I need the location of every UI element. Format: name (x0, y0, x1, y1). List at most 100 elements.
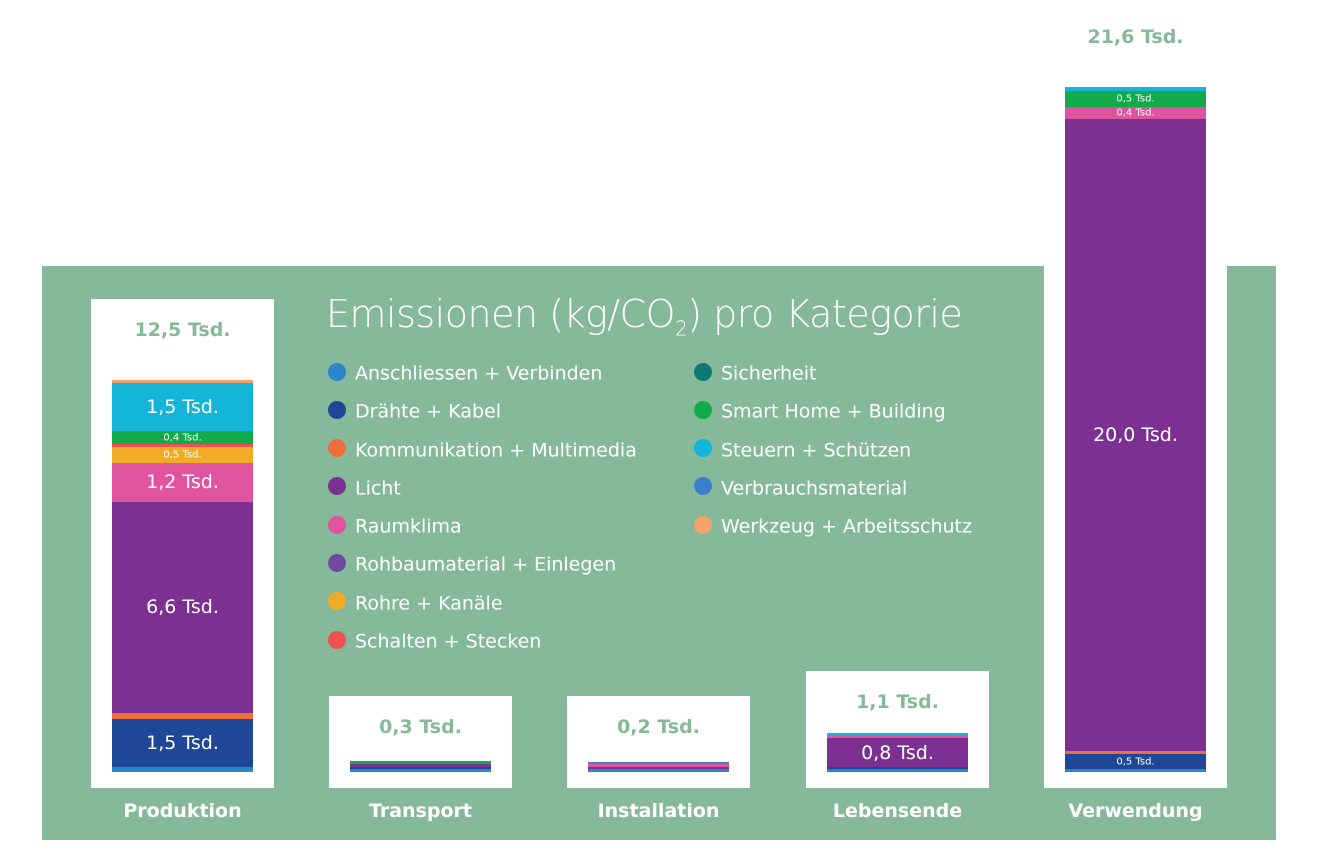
stacked-bar (350, 761, 491, 772)
total-label: 0,3 Tsd. (379, 716, 462, 738)
legend-label: Steuern + Schützen (721, 439, 912, 462)
category-label: Produktion (123, 800, 242, 822)
bar-segment (350, 766, 491, 770)
chart-title: Emissionen (kg/CO2) pro Kategorie (326, 292, 963, 341)
stacked-bar: 1,5 Tsd. 6,6 Tsd. 1,2 Tsd. 0,5 Tsd. 0,4 Tsd.… (112, 380, 253, 772)
bar-segment (588, 766, 729, 770)
stacked-bar: 0,5 Tsd. 20,0 Tsd. 0,4 Tsd. 0,5 Tsd. (1065, 86, 1206, 772)
legend-label: Raumklima (355, 515, 462, 538)
legend-swatch-icon (328, 553, 346, 572)
legend-item: Anschliessen + Verbinden (328, 362, 637, 400)
segment-label: 0,5 Tsd. (163, 449, 202, 461)
segment-label: 1,5 Tsd. (146, 396, 219, 419)
bar-card-produktion: 12,5 Tsd. 1,5 Tsd. 6,6 Tsd. 1,2 Tsd. 0,5 Tsd… (91, 299, 274, 788)
legend-item: Schalten + Stecken (328, 630, 637, 668)
bar-segment (1065, 86, 1206, 91)
bar-segment (112, 380, 253, 384)
bar-segment (112, 463, 253, 502)
bar-segment (112, 431, 253, 444)
legend-item: Sicherheit (694, 362, 972, 400)
legend-item: Steuern + Schützen (694, 439, 972, 477)
legend-item: Licht (328, 477, 637, 515)
segment-label: 6,6 Tsd. (146, 596, 219, 619)
bar-card-transport: 0,3 Tsd. (329, 696, 512, 788)
bar-segment (350, 769, 491, 772)
category-label: Verwendung (1068, 800, 1203, 822)
total-label: 21,6 Tsd. (1087, 26, 1184, 48)
legend-item: Kommunikation + Multimedia (328, 439, 637, 477)
legend-swatch-icon (328, 630, 346, 649)
segment-label: 0,4 Tsd. (163, 432, 202, 444)
total-label: 0,2 Tsd. (617, 716, 700, 738)
legend-label: Drähte + Kabel (355, 400, 502, 423)
bar-segment (1065, 106, 1206, 120)
bar-segment (827, 738, 968, 767)
legend-label: Anschliessen + Verbinden (355, 362, 603, 385)
legend-label: Verbrauchsmaterial (721, 477, 908, 500)
legend-column: Sicherheit Smart Home + Building Steuern +… (694, 362, 972, 553)
bar-card-lebensende: 1,1 Tsd. 0,8 Tsd. (806, 671, 989, 788)
legend-label: Kommunikation + Multimedia (355, 439, 637, 462)
legend-label: Rohre + Kanäle (355, 592, 503, 615)
segment-label: 1,2 Tsd. (146, 471, 219, 494)
bar-segment (827, 766, 968, 770)
bar-segment (827, 733, 968, 736)
bar-segment (1065, 90, 1206, 107)
segment-label: 1,5 Tsd. (146, 732, 219, 755)
bar-segment (112, 767, 253, 772)
legend-swatch-icon (694, 362, 712, 381)
legend-item: Rohbaumaterial + Einlegen (328, 553, 637, 591)
legend-swatch-icon (328, 592, 346, 611)
bar-segment (112, 447, 253, 464)
bar-segment (112, 501, 253, 713)
segment-label: 0,5 Tsd. (1116, 756, 1155, 768)
bar-segment (1065, 119, 1206, 752)
bar-segment (588, 769, 729, 772)
segment-label: 20,0 Tsd. (1093, 424, 1178, 447)
legend-label: Schalten + Stecken (355, 630, 542, 653)
segment-label: 0,4 Tsd. (1116, 107, 1155, 119)
bar-segment (588, 761, 729, 765)
legend-label: Werkzeug + Arbeitsschutz (721, 515, 972, 538)
legend-swatch-icon (694, 515, 712, 534)
legend-label: Smart Home + Building (721, 400, 946, 423)
bar-segment (827, 735, 968, 739)
stacked-bar (588, 761, 729, 772)
category-label: Installation (597, 800, 720, 822)
legend-item: Werkzeug + Arbeitsschutz (694, 515, 972, 553)
legend-item: Smart Home + Building (694, 400, 972, 438)
bar-segment (112, 444, 253, 448)
legend-label: Licht (355, 477, 401, 500)
total-label: 1,1 Tsd. (856, 691, 939, 713)
stacked-bar: 0,8 Tsd. (827, 733, 968, 772)
legend-swatch-icon (694, 400, 712, 419)
total-label: 12,5 Tsd. (134, 319, 231, 341)
bar-segment (350, 763, 491, 767)
bar-card-installation: 0,2 Tsd. (567, 696, 750, 788)
bar-segment (112, 712, 253, 720)
legend-swatch-icon (328, 400, 346, 419)
bar-segment (112, 719, 253, 768)
segment-label: 0,5 Tsd. (1116, 93, 1155, 105)
legend-swatch-icon (328, 515, 346, 534)
bar-segment (112, 383, 253, 432)
legend-label: Sicherheit (721, 362, 817, 385)
bar-segment (1065, 751, 1206, 754)
category-label: Lebensende (832, 800, 963, 822)
bar-segment (588, 764, 729, 767)
legend-label: Rohbaumaterial + Einlegen (355, 553, 617, 576)
legend-swatch-icon (328, 439, 346, 458)
legend-swatch-icon (328, 362, 346, 381)
legend-item: Verbrauchsmaterial (694, 477, 972, 515)
legend-column: Anschliessen + Verbinden Drähte + Kabel Ko… (328, 362, 637, 668)
legend-item: Drähte + Kabel (328, 400, 637, 438)
category-label: Transport (368, 800, 472, 822)
legend-swatch-icon (694, 477, 712, 496)
bar-segment (827, 769, 968, 772)
bar-segment (1065, 769, 1206, 772)
legend-swatch-icon (328, 477, 346, 496)
bar-card-verwendung: 21,6 Tsd. 0,5 Tsd. 20,0 Tsd. 0,4 Tsd. 0,5 Ts… (1044, 0, 1227, 788)
segment-label: 0,8 Tsd. (861, 741, 934, 764)
legend-item: Raumklima (328, 515, 637, 553)
legend-swatch-icon (694, 439, 712, 458)
